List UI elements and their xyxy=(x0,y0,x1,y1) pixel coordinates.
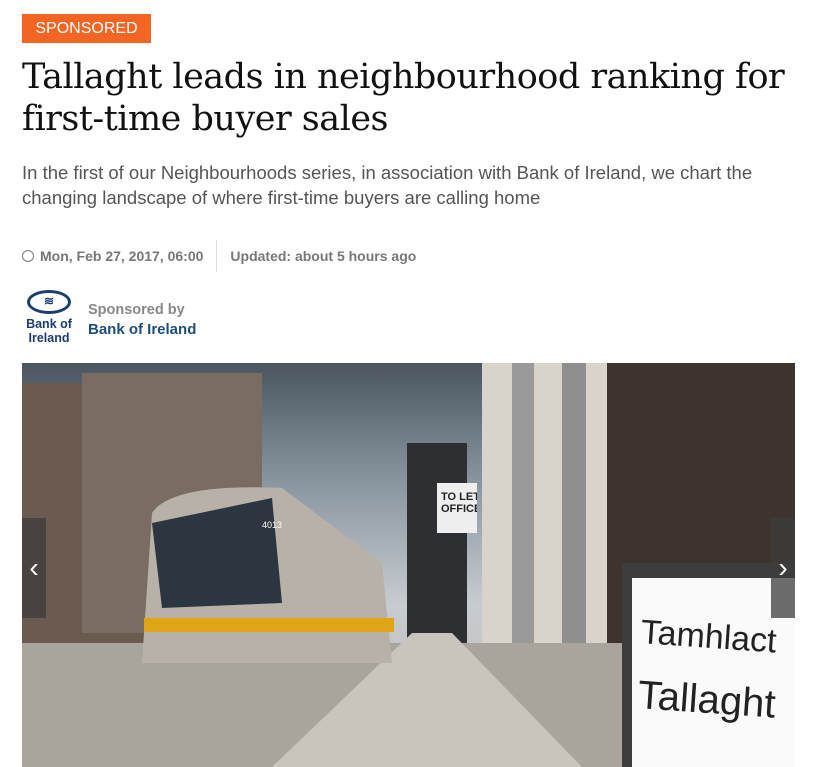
bank-of-ireland-logo[interactable]: ≋ Bank of Ireland xyxy=(24,290,74,345)
poster-text: TO LET OFFICE xyxy=(441,491,477,515)
logo-emblem-icon: ≋ xyxy=(27,290,71,314)
gallery-next-button[interactable]: › xyxy=(771,518,795,618)
sponsored-badge: SPONSORED xyxy=(22,14,151,43)
gallery-prev-button[interactable]: ‹ xyxy=(22,518,46,618)
article-image-gallery: 4013 Tamhlact Tallaght TO LET OFFICE ‹ › xyxy=(22,363,795,767)
sign-english: Tallaght xyxy=(636,673,777,727)
to-let-poster: TO LET OFFICE xyxy=(437,483,477,533)
publish-date: Mon, Feb 27, 2017, 06:00 xyxy=(40,248,204,264)
logo-text: Bank of Ireland xyxy=(26,317,72,345)
subtitle: In the first of our Neighbourhoods serie… xyxy=(22,162,753,208)
tram-number: 4013 xyxy=(262,520,282,530)
tram-station-photo: 4013 Tamhlact Tallaght xyxy=(22,363,795,767)
article-meta: Mon, Feb 27, 2017, 06:00 Updated: about … xyxy=(22,240,416,272)
updated-time: Updated: about 5 hours ago xyxy=(230,248,417,264)
sponsored-by-label: Sponsored by xyxy=(88,302,185,318)
divider xyxy=(216,240,218,272)
sponsor-link[interactable]: Bank of Ireland xyxy=(88,321,197,338)
clock-icon xyxy=(22,250,34,262)
headline: Tallaght leads in neighbourhood ranking … xyxy=(22,57,785,139)
